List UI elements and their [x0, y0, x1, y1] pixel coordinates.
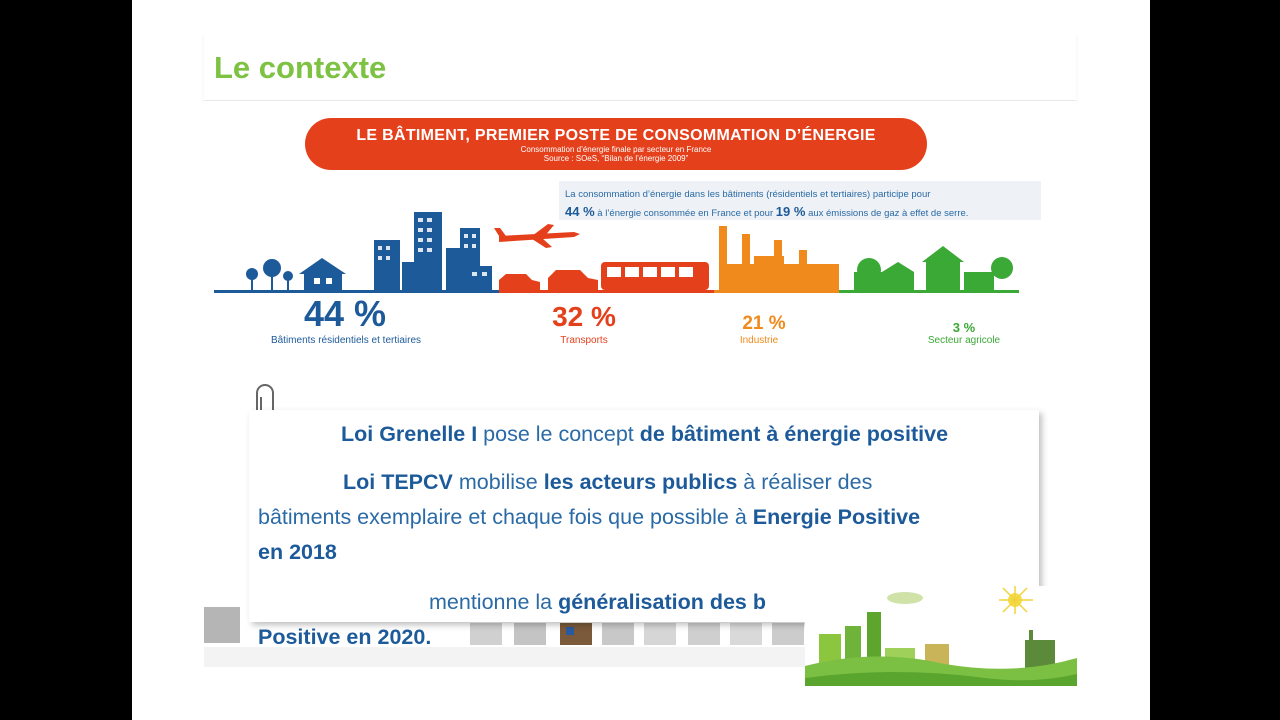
callout-end: aux émissions de gaz à effet de serre. [808, 208, 969, 219]
p2-line2: bâtiments exemplaire et chaque fois que … [258, 505, 753, 529]
callout-box: La consommation d’énergie dans les bâtim… [559, 181, 1041, 220]
car-icons [499, 270, 598, 290]
content-text-box: Loi Grenelle I pose le concept de bâtime… [249, 410, 1039, 622]
callout-line2: 44 % à l’énergie consommée en France et … [565, 203, 1041, 222]
bus-icon [601, 262, 709, 290]
label-transports: Transports [560, 335, 608, 346]
banner-subtitle: Consommation d’énergie finale par secteu… [520, 145, 712, 154]
pct-agriculture: 3 % [952, 320, 976, 335]
slide-title: Le contexte [214, 50, 387, 85]
label-industry: Industrie [739, 335, 779, 346]
infographic: LE BÂTIMENT, PREMIER POSTE DE CONSOMMATI… [204, 100, 1076, 371]
sun-icon [999, 586, 1033, 614]
pct-industry: 21 % [742, 313, 786, 334]
pct-transports: 32 % [552, 301, 616, 332]
p1-text: pose le concept [477, 422, 640, 446]
building-windows [378, 218, 487, 276]
p3-highlight: généralisation des b [558, 590, 766, 614]
building-photos-strip [204, 607, 824, 667]
pct-buildings: 44 % [303, 293, 387, 334]
law-grenelle: Loi Grenelle I [341, 422, 478, 446]
sector-skyline-illustration [214, 212, 1019, 293]
banner-source: Source : SOeS, “Bilan de l’énergie 2009” [543, 154, 689, 163]
house-icon [299, 258, 346, 290]
label-buildings: Bâtiments résidentiels et tertiaires [270, 335, 422, 346]
p3-text: mentionne la [429, 590, 559, 614]
factory-icon [719, 226, 839, 290]
callout-mid: à l’énergie consommée en France et pour [597, 208, 774, 219]
tree-icons [246, 259, 293, 290]
slide: Le contexte LE BÂTIMENT, PREMIER POSTE D… [132, 0, 1150, 720]
callout-pct-ghg: 19 % [775, 204, 806, 219]
p2-text: mobilise [452, 470, 544, 494]
label-agriculture: Secteur agricole [927, 335, 1001, 346]
eco-city-illustration [805, 586, 1077, 686]
paragraph-tepcv-line2: bâtiments exemplaire et chaque fois que … [258, 500, 920, 535]
farm-icon [854, 246, 1013, 290]
banner-title: LE BÂTIMENT, PREMIER POSTE DE CONSOMMATI… [356, 127, 876, 144]
airplane-icon [494, 224, 580, 248]
city-buildings-icon [374, 212, 492, 290]
p2-energy-positive: Energie Positive [752, 505, 921, 529]
p2-highlight: les acteurs publics [543, 470, 738, 494]
paragraph-tepcv-line3: en 2018 [258, 535, 337, 570]
paragraph-tepcv: Loi TEPCV mobilise les acteurs publics à… [343, 465, 872, 500]
p2-year: en 2018 [258, 540, 337, 564]
infographic-banner: LE BÂTIMENT, PREMIER POSTE DE CONSOMMATI… [305, 118, 927, 170]
p1-highlight: de bâtiment à énergie positive [639, 422, 949, 446]
law-tepcv: Loi TEPCV [343, 470, 453, 494]
paragraph-generalisation: mentionne la généralisation des b [429, 585, 766, 620]
paragraph-grenelle: Loi Grenelle I pose le concept de bâtime… [341, 417, 948, 452]
paragraph-positive-2020: Positive en 2020. [258, 625, 432, 649]
callout-line1: La consommation d’énergie dans les bâtim… [565, 189, 931, 200]
p2-text-end: à réaliser des [737, 470, 873, 494]
title-bar [204, 32, 1076, 100]
callout-pct-energy: 44 % [565, 204, 595, 219]
